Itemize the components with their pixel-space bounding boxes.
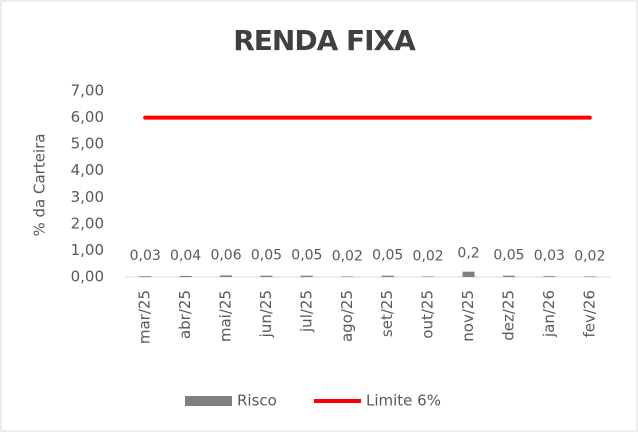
x-tick-label: mar/25 (136, 290, 154, 344)
bar (341, 276, 354, 277)
data-label: 0,04 (170, 248, 201, 264)
legend-label: Limite 6% (366, 392, 441, 410)
x-tick-label: abr/25 (176, 290, 194, 339)
x-tick-label: dez/25 (499, 290, 517, 341)
bar (300, 275, 313, 277)
data-label: 0,05 (291, 248, 322, 264)
bar (179, 275, 192, 277)
bar (462, 271, 475, 277)
data-label: 0,05 (493, 248, 524, 264)
bar (260, 275, 273, 277)
bar (543, 276, 556, 277)
data-label: 0,02 (332, 248, 363, 264)
bar (139, 276, 152, 277)
legend-swatch (185, 396, 232, 406)
bar (220, 275, 233, 277)
x-tick-label: mai/25 (217, 290, 235, 342)
y-tick-label: 5,00 (71, 135, 104, 153)
data-label: 0,2 (457, 246, 479, 262)
data-label: 0,05 (251, 248, 282, 264)
x-tick-label: jun/25 (257, 290, 275, 338)
y-tick-label: 6,00 (71, 108, 104, 126)
data-label: 0,05 (372, 248, 403, 264)
x-tick-label: nov/25 (459, 290, 477, 342)
bar (422, 276, 435, 277)
x-tick-label: ago/25 (338, 290, 356, 342)
y-tick-label: 2,00 (71, 214, 104, 232)
y-tick-label: 7,00 (71, 82, 104, 100)
data-label: 0,03 (130, 248, 161, 264)
data-label: 0,02 (574, 248, 605, 264)
y-axis-label: % da Carteira (31, 134, 49, 237)
x-tick-label: fev/26 (580, 290, 598, 338)
x-tick-label: jul/25 (297, 290, 315, 333)
x-tick-label: jan/26 (540, 290, 558, 338)
legend-label: Risco (237, 392, 277, 410)
data-label: 0,06 (210, 247, 241, 263)
y-tick-label: 4,00 (71, 161, 104, 179)
x-tick-label: out/25 (419, 290, 437, 339)
y-tick-label: 0,00 (71, 268, 104, 286)
x-tick-label: set/25 (378, 290, 396, 337)
chart-title: RENDA FIXA (233, 24, 416, 57)
bar (502, 275, 515, 277)
y-tick-label: 1,00 (71, 241, 104, 259)
data-label: 0,03 (534, 248, 565, 264)
y-tick-label: 3,00 (71, 188, 104, 206)
bar (381, 275, 394, 277)
data-label: 0,02 (413, 248, 444, 264)
bar (583, 276, 596, 277)
